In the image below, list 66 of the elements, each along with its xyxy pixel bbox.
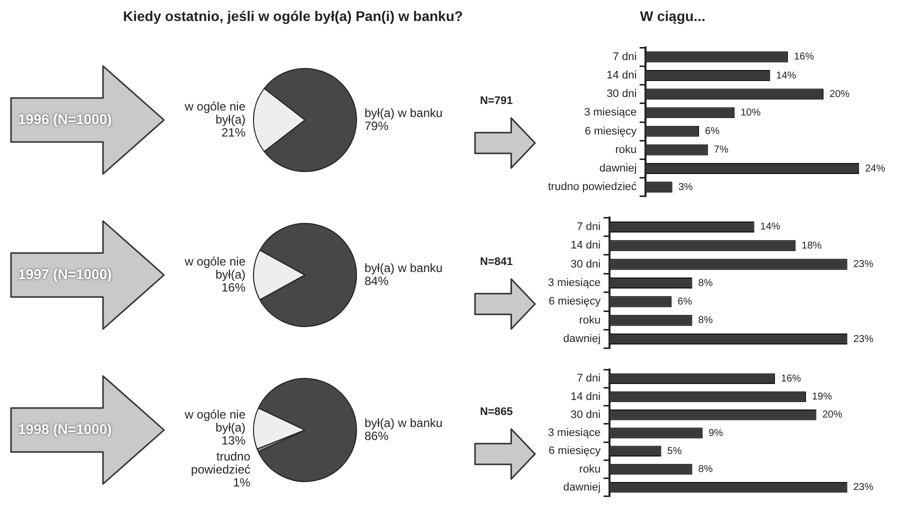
y-tick-label: 7 dni [576, 220, 601, 233]
y-tick-label: 14 dni [570, 390, 601, 403]
data-label: 24% [865, 163, 886, 174]
data-label: 5% [667, 446, 682, 457]
data-label: 86% [364, 428, 389, 443]
data-label: 6% [705, 126, 720, 138]
y-tick-label: dawniej [599, 162, 637, 175]
slice-label: był(a) w banku [364, 106, 443, 120]
chart-title: W ciągu... [640, 8, 706, 24]
y-tick-label: 30 dni [606, 88, 637, 100]
slice-label: w ogóle nie był(a) [184, 407, 246, 434]
data-label: 16% [794, 52, 814, 63]
text: N=865 [480, 406, 513, 418]
y-tick-label: trudno powiedzieć [548, 181, 638, 194]
chart-title: Kiedy ostatnio, jeśli w ogóle był(a) Pan(i) w banku? [123, 8, 463, 24]
y-tick-label: dawniej [563, 481, 601, 494]
y-tick-label: roku [579, 463, 601, 476]
y-tick-label: 3 miesiące [584, 106, 637, 119]
data-label: 7% [714, 144, 728, 156]
y-tick-label: 30 dni [570, 258, 601, 270]
y-tick-label: 3 miesiące [548, 427, 601, 440]
text: 1997 (N=1000) [18, 266, 112, 282]
slice-label: był(a) w banku [364, 260, 443, 275]
y-tick-label: dawniej [563, 333, 601, 346]
text: 1998 (N=1000) [18, 421, 112, 437]
data-label: 14% [760, 222, 780, 233]
y-tick-label: 6 miesięcy [548, 445, 602, 458]
data-label: 23% [853, 259, 874, 270]
slice-label: w ogóle nie był(a) [184, 99, 246, 126]
slice-label: był(a) w banku [364, 416, 443, 430]
data-label: 79% [364, 118, 389, 133]
data-label: 8% [698, 464, 713, 475]
data-label: 21% [221, 125, 246, 140]
data-label: 18% [802, 240, 822, 252]
y-tick-label: 14 dni [606, 70, 637, 82]
y-tick-label: 7 dni [576, 372, 601, 385]
data-label: 20% [822, 410, 842, 421]
data-label: 9% [708, 428, 724, 439]
y-tick-label: 14 dni [570, 240, 601, 252]
data-label: 6% [678, 296, 692, 308]
data-label: 84% [364, 274, 389, 288]
data-label: 19% [812, 392, 832, 403]
y-tick-label: 6 miesięcy [584, 125, 638, 138]
y-tick-label: roku [579, 314, 601, 326]
data-label: 10% [740, 107, 761, 118]
y-tick-label: 7 dni [612, 50, 637, 63]
y-tick-label: roku [615, 144, 637, 156]
data-label: 1% [233, 475, 251, 490]
data-label: 23% [853, 482, 874, 494]
y-tick-label: 3 miesiące [548, 277, 601, 290]
slice-label: w ogóle nie był(a) [184, 254, 246, 282]
data-label: 3% [678, 182, 693, 193]
data-label: 8% [698, 278, 713, 289]
data-label: 20% [830, 88, 850, 100]
data-label: 13% [222, 433, 246, 448]
data-label: 8% [698, 315, 713, 326]
data-label: 16% [221, 280, 246, 294]
y-tick-label: 6 miesięcy [548, 296, 602, 308]
data-label: 16% [780, 373, 802, 384]
slice-label: trudno powiedzieć [191, 449, 251, 476]
text: N=791 [480, 95, 513, 107]
text: 1996 (N=1000) [18, 111, 112, 127]
text: N=841 [480, 256, 513, 268]
data-label: 23% [853, 334, 874, 345]
data-label: 14% [776, 70, 796, 82]
y-tick-label: 30 dni [570, 408, 601, 421]
